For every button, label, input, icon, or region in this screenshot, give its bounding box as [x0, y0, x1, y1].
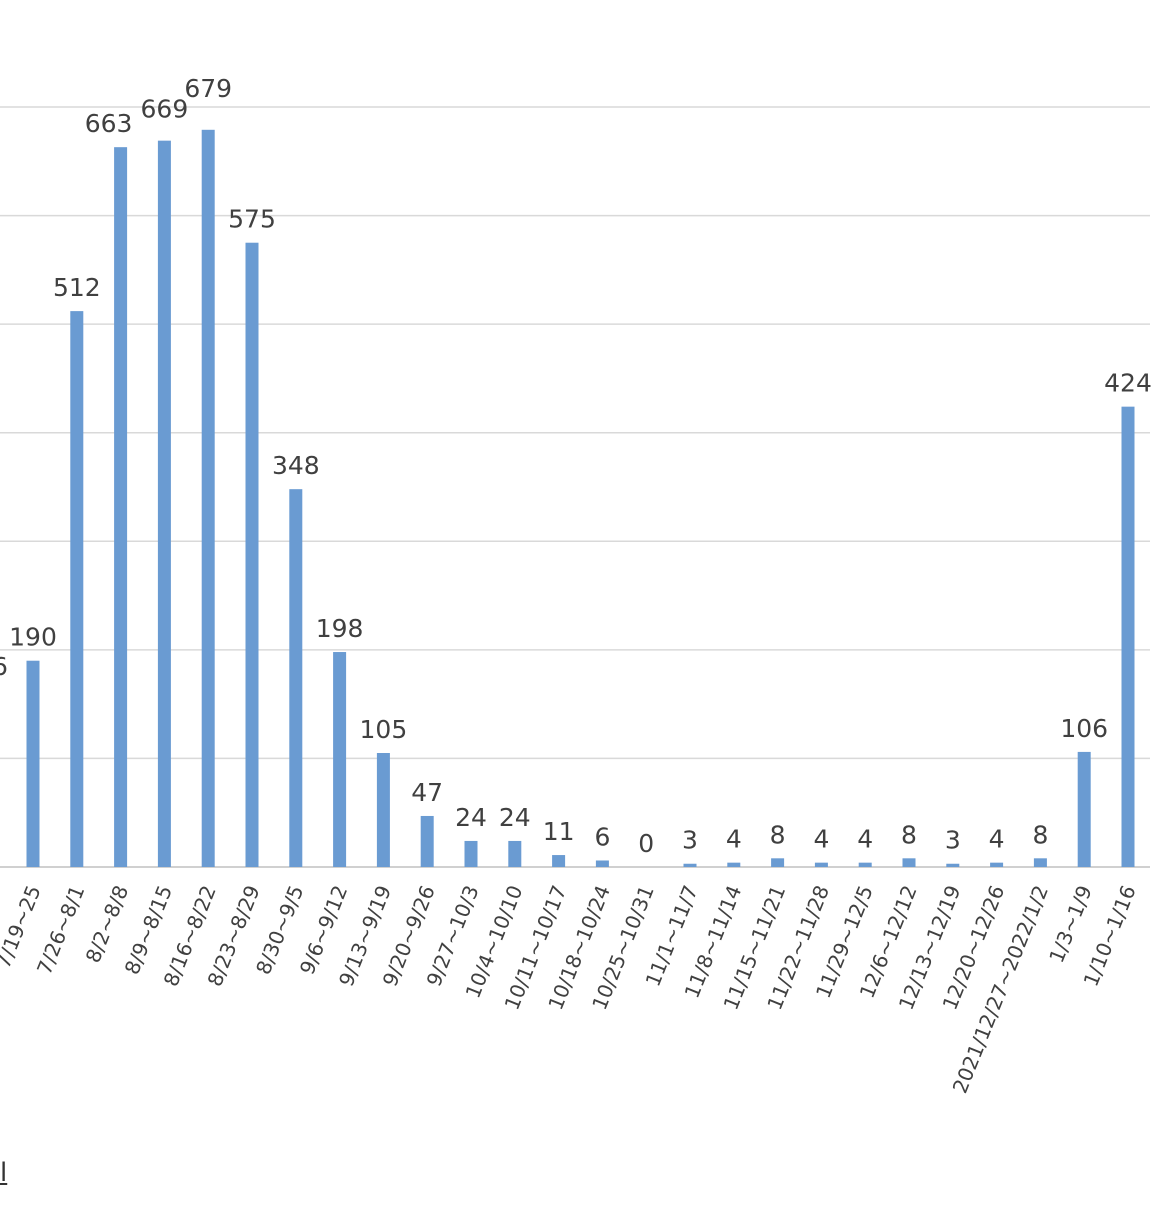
- data-label: 106: [1060, 714, 1108, 743]
- bar: [902, 858, 916, 867]
- bar: [1121, 406, 1135, 867]
- data-label: 4: [857, 825, 873, 854]
- data-label: 424: [1104, 369, 1152, 398]
- tick-labels: 7/19~257/26~8/18/2~8/88/9~8/158/16~8/228…: [0, 882, 1141, 1097]
- gridlines: [0, 106, 1150, 868]
- data-label: 47: [411, 778, 443, 807]
- data-label: 24: [455, 803, 487, 832]
- bar: [420, 815, 434, 867]
- data-label: 8: [1032, 820, 1048, 849]
- data-label: 669: [141, 95, 189, 124]
- data-label: 575: [228, 205, 276, 234]
- data-label: 0: [638, 829, 654, 858]
- bar: [26, 660, 40, 867]
- data-label: 11: [543, 817, 575, 846]
- data-label: 8: [770, 820, 786, 849]
- data-label: 190: [9, 623, 57, 652]
- bar: [1077, 751, 1091, 867]
- partial-value-label: 6: [0, 652, 8, 681]
- data-label: 348: [272, 451, 320, 480]
- bar: [727, 862, 741, 867]
- bar: [990, 862, 1004, 867]
- bar: [595, 860, 609, 867]
- bar: [814, 862, 828, 867]
- bar: [201, 129, 215, 868]
- data-label: 3: [945, 826, 961, 855]
- bar: [858, 862, 872, 867]
- bars: [26, 129, 1135, 868]
- data-label: 6: [594, 822, 610, 851]
- data-label: 105: [360, 715, 408, 744]
- data-label: 679: [184, 74, 232, 103]
- data-label: 4: [726, 825, 742, 854]
- bar: [157, 140, 171, 867]
- bar: [114, 147, 128, 867]
- data-label: 4: [989, 825, 1005, 854]
- data-label: 663: [85, 109, 133, 138]
- data-label: 8: [901, 820, 917, 849]
- bar: [289, 489, 303, 867]
- bar: [946, 863, 960, 867]
- bar: [333, 652, 347, 867]
- data-label: 512: [53, 273, 101, 302]
- footnote: l: [0, 1158, 8, 1188]
- bar: [376, 753, 390, 867]
- bar: [70, 311, 84, 868]
- bar: [245, 242, 259, 867]
- data-label: 4: [813, 825, 829, 854]
- bar: [771, 858, 785, 867]
- bar: [508, 840, 522, 867]
- bar: [464, 840, 478, 867]
- bar: [552, 855, 566, 867]
- data-label: 198: [316, 614, 364, 643]
- bar: [1033, 858, 1047, 867]
- bar: [683, 863, 697, 867]
- data-label: 3: [682, 826, 698, 855]
- data-label: 24: [499, 803, 531, 832]
